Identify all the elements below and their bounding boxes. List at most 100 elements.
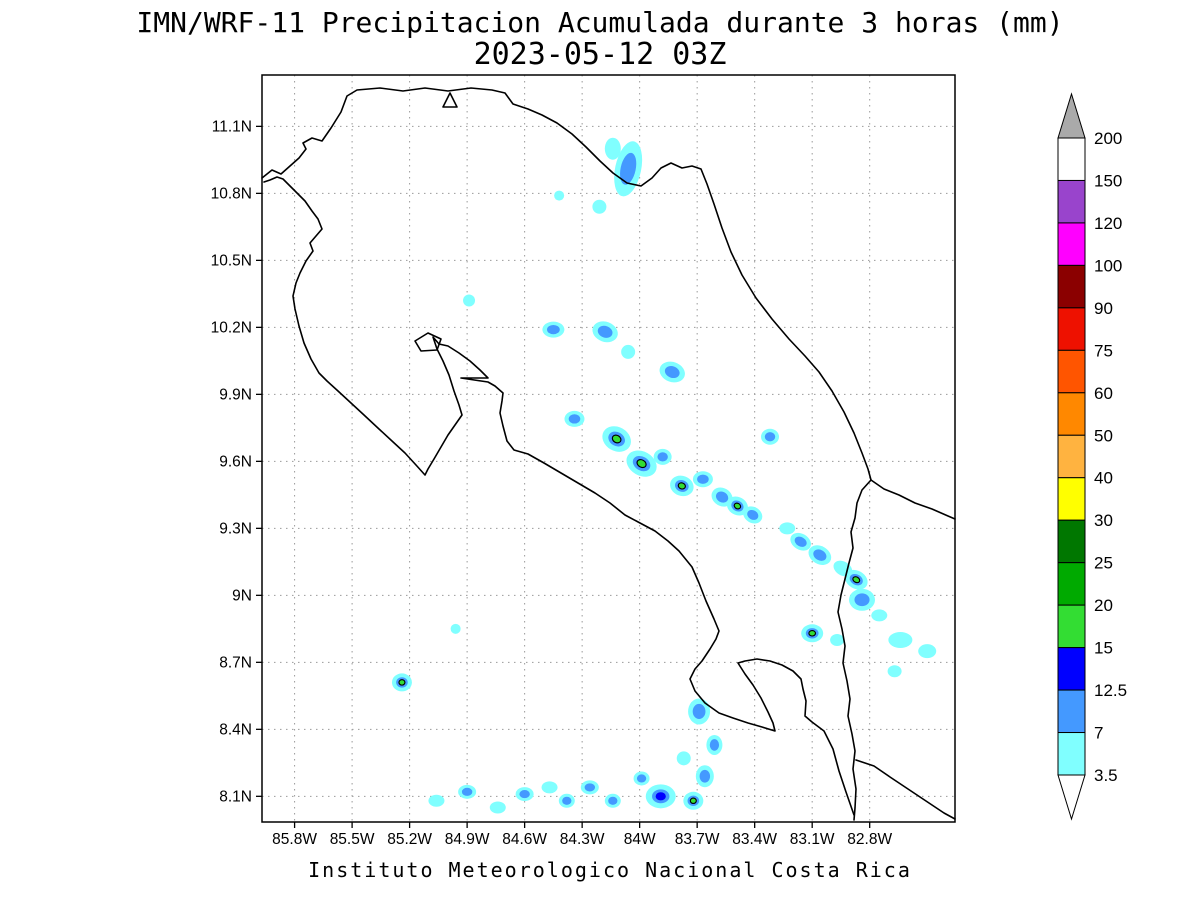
precip-shade-light	[489, 801, 506, 814]
panama-pacific-coastline	[855, 759, 956, 820]
precip-cell	[463, 294, 476, 307]
precip-cell	[871, 609, 888, 622]
x-tick-label: 84W	[624, 831, 656, 848]
precip-shade-moderate	[854, 593, 870, 607]
precip-cell	[790, 532, 812, 551]
precip-cell	[621, 344, 636, 359]
nicaragua-border-and-caribbean-coastline	[261, 87, 956, 520]
colorbar-box	[1057, 519, 1086, 564]
precip-cell	[604, 137, 621, 160]
precip-shade-moderate	[568, 414, 581, 424]
precip-shade-heavy	[611, 434, 622, 444]
x-tick-label: 85.2W	[387, 831, 432, 848]
precip-shade-moderate	[699, 769, 711, 783]
precip-shade-light	[428, 794, 445, 807]
precip-cell	[761, 428, 780, 445]
precip-shade-moderate	[709, 739, 720, 751]
axis-labels-layer: 85.8W 85.5W 85.2W 84.9W 84.6W 84.3W 84W 83.7W 83…	[211, 118, 893, 848]
chart-title: IMN/WRF-11 Precipitacion Acumulada duran…	[136, 6, 1064, 39]
colorbar-box	[1057, 179, 1086, 224]
x-tick-label: 83.7W	[675, 831, 720, 848]
x-tick-label: 84.6W	[502, 831, 547, 848]
colorbar-box	[1057, 349, 1086, 394]
precip-shade-light	[554, 190, 565, 201]
x-tick-label: 82.8W	[847, 831, 892, 848]
precip-cell	[918, 644, 937, 659]
precip-shade-light	[621, 344, 636, 359]
precip-cell	[458, 784, 477, 799]
precip-cell	[670, 475, 694, 497]
precip-shade-heavy	[636, 459, 647, 469]
y-tick-label: 9N	[232, 587, 252, 604]
precip-shade-moderate	[547, 324, 560, 335]
precip-cell	[688, 698, 711, 725]
precip-cell	[659, 361, 685, 383]
precip-shade-moderate	[747, 509, 759, 520]
precip-cell	[391, 673, 412, 692]
precip-shade-moderate	[664, 365, 680, 379]
precip-shade-strong	[655, 792, 666, 801]
colorbar-label: 75	[1094, 341, 1113, 360]
precip-shade-light	[918, 644, 937, 659]
precip-cell	[450, 623, 461, 634]
colorbar-box	[1057, 392, 1086, 436]
precip-cell	[726, 496, 748, 516]
precip-shade-light	[463, 294, 476, 307]
colorbar-label: 20	[1094, 596, 1113, 615]
colorbar-box	[1057, 562, 1086, 606]
precip-shade-moderate	[608, 796, 618, 805]
colorbar-label: 50	[1094, 426, 1113, 445]
precip-cell	[604, 793, 621, 808]
colorbar-box	[1057, 477, 1086, 521]
colorbar-box	[1057, 434, 1086, 479]
precip-cell	[515, 787, 534, 802]
precip-cell	[830, 633, 845, 646]
precip-cell	[653, 448, 672, 465]
colorbar-label: 25	[1094, 554, 1113, 573]
precip-shade-heavy	[689, 797, 697, 805]
precip-shade-moderate	[657, 452, 668, 462]
precip-shade-moderate	[620, 152, 637, 185]
precip-cell	[580, 780, 599, 795]
precip-shade-light	[887, 665, 902, 678]
precip-cell	[564, 410, 585, 427]
precip-shade-moderate	[697, 474, 709, 484]
precip-cell	[592, 321, 618, 343]
colorbar-label: 90	[1094, 299, 1113, 318]
colorbar-box	[1057, 307, 1086, 351]
y-tick-label: 9.3N	[219, 520, 252, 537]
x-tick-label: 83.1W	[790, 831, 835, 848]
precip-shade-moderate	[764, 432, 776, 442]
precip-cell	[542, 321, 565, 338]
colorbar-label: 15	[1094, 639, 1113, 658]
precip-shade-light	[888, 631, 913, 648]
chart-subtitle: 2023-05-12 03Z	[473, 37, 727, 72]
precip-cell	[676, 751, 691, 766]
precip-cell	[428, 794, 445, 807]
precip-cell	[554, 190, 565, 201]
y-tick-label: 10.2N	[211, 319, 252, 336]
precip-cell	[743, 506, 763, 524]
colorbar-box	[1057, 689, 1086, 734]
footer-caption: Instituto Meteorologico Nacional Costa R…	[308, 858, 912, 882]
precip-shade-light	[604, 137, 621, 160]
precip-shade-light	[871, 609, 888, 622]
precip-shade-heavy	[808, 630, 817, 637]
precip-cell	[801, 624, 824, 643]
precip-shade-moderate	[597, 325, 613, 338]
precip-shade-heavy	[852, 576, 861, 584]
precip-cell	[888, 631, 913, 648]
precip-shade-light	[541, 781, 558, 794]
x-tick-label: 83.4W	[732, 831, 777, 848]
colorbar: 200 150 120 100 90 75 60 50 40 30 25 20 15 12.5 7 3.5	[1057, 92, 1127, 821]
precip-shade-moderate	[461, 787, 473, 796]
panama-border	[837, 479, 872, 821]
x-tick-label: 84.3W	[560, 831, 605, 848]
precip-shade-moderate	[636, 774, 647, 783]
precip-cell	[626, 450, 657, 477]
precip-shade-heavy	[677, 482, 686, 490]
precip-cell	[779, 522, 796, 535]
y-tick-label: 8.1N	[219, 788, 252, 805]
grid-layer	[262, 75, 955, 822]
